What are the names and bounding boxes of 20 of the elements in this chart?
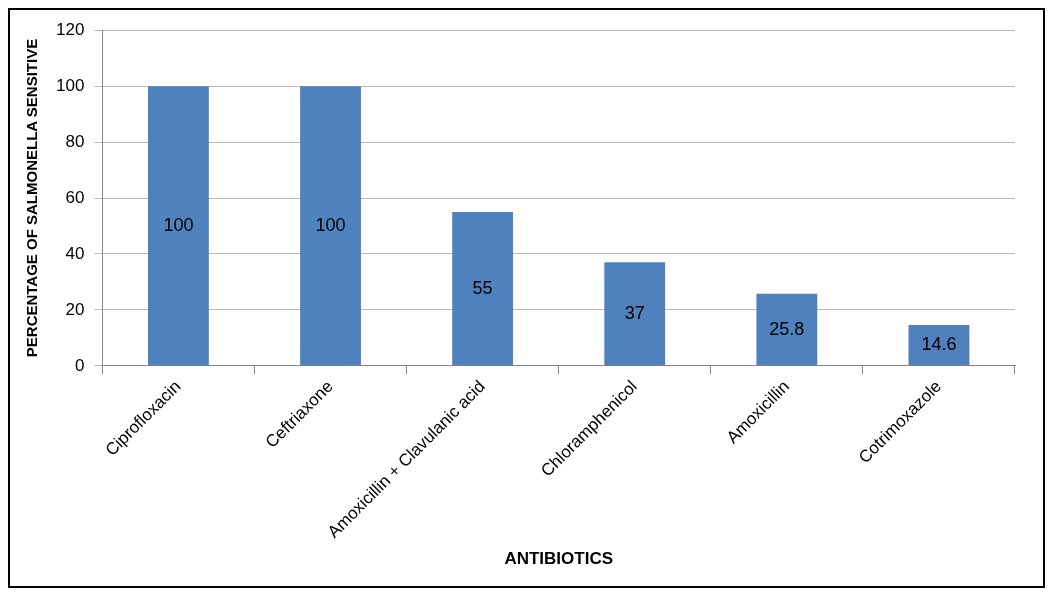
bar [148,86,209,366]
bar [604,262,666,366]
data-label: 37 [624,303,645,324]
y-tick-label: 40 [65,243,85,263]
bar [300,86,361,366]
data-label: 100 [315,214,346,235]
x-axis-title: ANTIBIOTICS [504,549,613,569]
bar [756,293,818,366]
data-label: 55 [472,277,493,298]
y-tick-label: 100 [55,75,85,95]
data-label: 100 [163,214,194,235]
bar [452,212,514,366]
y-tick-label: 60 [65,187,85,207]
data-label: 14.6 [921,334,957,355]
y-tick-label: 80 [65,131,85,151]
y-tick-label: 120 [55,19,85,39]
data-label: 25.8 [769,318,805,339]
y-axis-title: PERCENTAGE OF SALMONELLA SENSITIVE [23,38,41,358]
y-tick-label: 20 [65,299,85,319]
y-tick-label: 0 [74,355,85,375]
